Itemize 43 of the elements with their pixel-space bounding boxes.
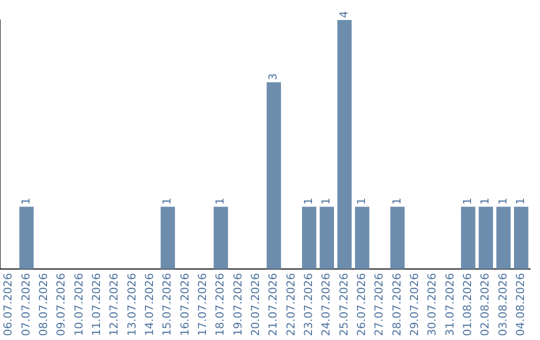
x-tick-label: 18.07.2026	[214, 273, 227, 336]
x-tick-label: 15.07.2026	[160, 273, 174, 336]
data-label: 1	[355, 198, 368, 205]
x-tick-label: 16.07.2026	[178, 273, 192, 336]
data-label: 4	[337, 11, 350, 18]
x-tick-label: 11.07.2026	[90, 273, 104, 336]
data-label: 1	[160, 198, 174, 205]
x-tick-label: 03.08.2026	[496, 273, 510, 336]
x-tick-label: 24.07.2026	[320, 273, 333, 336]
data-label: 3	[266, 73, 280, 80]
x-tick-label: 23.07.2026	[302, 273, 316, 336]
x-tick-label: 17.07.2026	[196, 273, 210, 336]
data-label: 1	[496, 198, 510, 205]
x-tick-label: 20.07.2026	[249, 273, 262, 336]
x-tick-label: 30.07.2026	[426, 273, 439, 336]
x-tick-label: 25.07.2026	[337, 273, 350, 336]
x-tick-label: 31.07.2026	[443, 273, 456, 336]
x-tick-label: 01.08.2026	[461, 273, 474, 336]
data-label: 1	[478, 198, 492, 205]
x-tick-label: 10.07.2026	[72, 273, 86, 336]
data-label: 1	[514, 198, 528, 205]
x-tick-label: 19.07.2026	[231, 273, 244, 336]
data-label: 1	[302, 198, 316, 205]
data-label: 1	[19, 198, 32, 205]
data-label: 1	[390, 198, 404, 205]
x-tick-label: 04.08.2026	[514, 273, 528, 336]
data-label: 1	[214, 198, 227, 205]
x-tick-label: 29.07.2026	[408, 273, 422, 336]
x-tick-label: 02.08.2026	[478, 273, 492, 336]
x-tick-label: 07.07.2026	[19, 273, 32, 336]
x-tick-label: 27.07.2026	[372, 273, 386, 336]
x-tick-label: 22.07.2026	[284, 273, 298, 336]
data-label: 1	[320, 198, 333, 205]
data-label: 1	[461, 198, 474, 205]
x-tick-label: 13.07.2026	[125, 273, 138, 336]
x-tick-label: 06.07.2026	[2, 273, 15, 336]
x-tick-label: 12.07.2026	[108, 273, 121, 336]
x-tick-label: 14.07.2026	[143, 273, 156, 336]
x-tick-label: 26.07.2026	[355, 273, 368, 336]
x-tick-label: 09.07.2026	[54, 273, 68, 336]
x-tick-label: 28.07.2026	[390, 273, 404, 336]
x-tick-label: 21.07.2026	[266, 273, 280, 336]
x-tick-label: 08.07.2026	[37, 273, 50, 336]
